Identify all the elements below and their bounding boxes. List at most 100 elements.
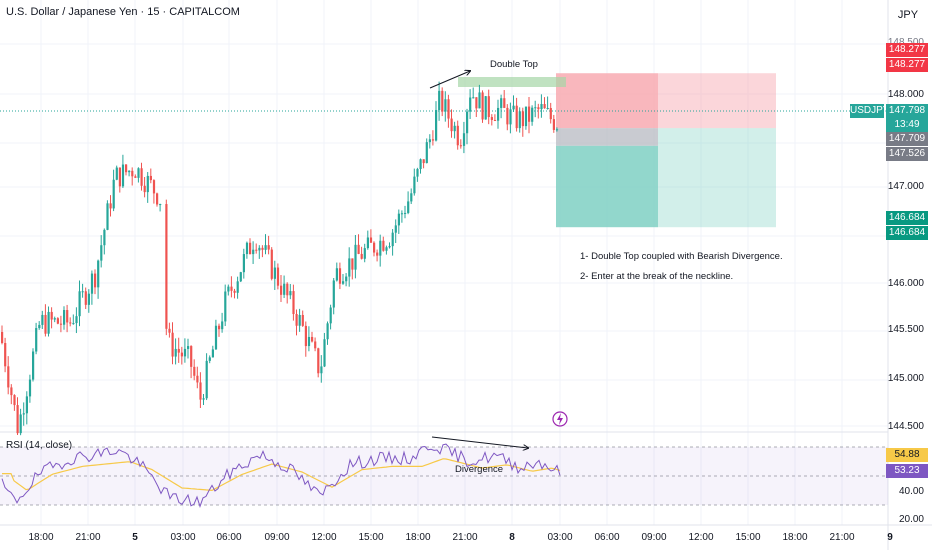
candle-body <box>50 311 53 320</box>
note-1[interactable]: 1- Double Top coupled with Bearish Diver… <box>580 251 783 262</box>
candle-body <box>137 168 140 178</box>
candle-body <box>456 125 459 146</box>
double-top-label[interactable]: Double Top <box>490 59 538 70</box>
candle-body <box>128 170 131 173</box>
candle-body <box>63 310 66 325</box>
candle-body <box>301 314 304 326</box>
double-top-box <box>458 77 566 87</box>
candle-body <box>524 106 528 127</box>
candle-body <box>69 322 72 324</box>
candle-body <box>66 310 69 323</box>
candle-body <box>397 213 400 226</box>
candle-body <box>493 119 497 121</box>
candle-body <box>193 366 196 376</box>
position-zones[interactable] <box>0 73 888 228</box>
candle-body <box>369 237 373 243</box>
candle-body <box>311 336 314 342</box>
candle-body <box>466 111 469 134</box>
reward-zone-projection <box>658 128 776 228</box>
candle-body <box>323 339 326 367</box>
price-tick: 147.000 <box>887 181 924 192</box>
candle-body <box>121 164 125 187</box>
candle-body <box>506 107 509 125</box>
candle-body <box>419 159 422 170</box>
candle-body <box>537 107 540 110</box>
candle-body <box>320 366 323 374</box>
candle-body <box>317 348 320 374</box>
candle-body <box>90 273 94 294</box>
candle-body <box>115 167 118 180</box>
double-top-arrow <box>429 71 470 89</box>
candle-body <box>357 244 360 254</box>
candle-body <box>84 291 87 305</box>
note-2[interactable]: 2- Enter at the break of the neckline. <box>580 271 734 282</box>
candle-body <box>326 323 329 340</box>
candle-body <box>156 193 159 205</box>
price-tick: 144.500 <box>887 421 924 432</box>
candle-body <box>379 240 382 256</box>
time-tick: 15:00 <box>358 532 384 543</box>
candle-body <box>407 201 410 213</box>
candle-body <box>270 249 273 279</box>
price-tick: 145.000 <box>887 373 924 384</box>
price-tick: 145.500 <box>887 324 924 335</box>
candle-body <box>218 325 221 330</box>
candle-body <box>400 213 404 215</box>
candle-body <box>249 242 252 255</box>
time-tick: 8 <box>509 532 515 543</box>
rsi-ma-value: 54.88 <box>886 448 928 462</box>
candle-body <box>304 325 307 347</box>
divergence-label[interactable]: Divergence <box>455 464 504 475</box>
time-tick: 5 <box>132 532 138 543</box>
candle-body <box>38 324 41 329</box>
price-tick: 146.000 <box>887 278 924 289</box>
drawings[interactable] <box>429 71 568 448</box>
candle-body <box>10 387 13 396</box>
candle-body <box>363 248 366 259</box>
candle-body <box>264 245 267 250</box>
candle-body <box>289 291 292 296</box>
candle-body <box>75 316 78 324</box>
rsi-pane[interactable] <box>0 443 888 508</box>
candle-body <box>422 159 425 164</box>
divergence-arrow <box>431 436 528 448</box>
entry-zone <box>556 128 658 146</box>
candle-body <box>267 245 270 250</box>
candle-body <box>233 290 236 293</box>
candle-body <box>487 96 490 118</box>
candle-body <box>255 249 258 251</box>
candle-body <box>307 336 311 347</box>
candle-body <box>97 260 100 288</box>
time-tick: 18:00 <box>28 532 54 543</box>
candle-body <box>472 97 475 99</box>
candle-body <box>199 382 202 400</box>
candle-body <box>183 348 187 357</box>
time-tick: 18:00 <box>782 532 808 543</box>
candle-body <box>435 110 438 141</box>
time-tick: 03:00 <box>170 532 196 543</box>
candle-body <box>450 118 453 132</box>
candle-body <box>87 293 90 305</box>
last-price-label: 147.798 <box>886 104 928 118</box>
candle-body <box>152 180 156 194</box>
candle-body <box>376 252 379 256</box>
candle-body <box>543 104 546 109</box>
candle-body <box>342 281 345 284</box>
time-tick: 21:00 <box>452 532 478 543</box>
time-tick: 03:00 <box>547 532 573 543</box>
stop-loss-label: 148.277 <box>886 43 928 57</box>
candle-body <box>190 346 193 367</box>
candle-body <box>252 249 255 255</box>
candle-body <box>478 92 481 109</box>
candle-body <box>469 97 472 112</box>
time-tick: 06:00 <box>216 532 242 543</box>
candle-body <box>134 176 137 178</box>
rsi-title[interactable]: RSI (14, close) <box>6 440 73 451</box>
candle-body <box>444 99 447 112</box>
currency-button[interactable]: JPY <box>897 9 919 21</box>
rsi-line <box>1 443 561 508</box>
candles[interactable] <box>1 81 559 436</box>
chart-title[interactable]: U.S. Dollar / Japanese Yen · 15 · CAPITA… <box>6 6 240 18</box>
